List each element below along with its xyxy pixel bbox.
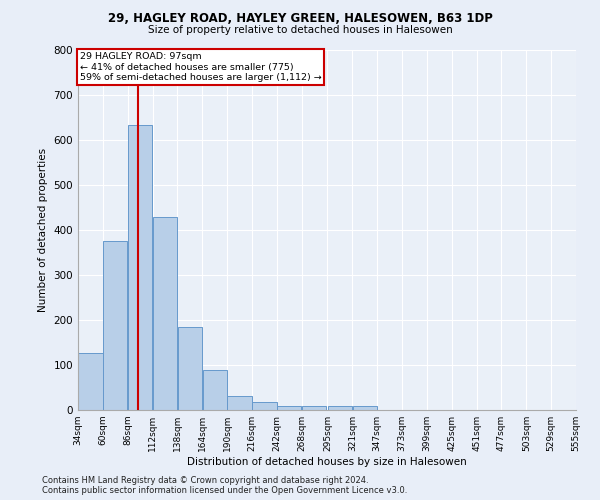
Bar — [277, 406, 301, 410]
Bar — [302, 406, 326, 410]
Bar — [153, 218, 177, 410]
Y-axis label: Number of detached properties: Number of detached properties — [38, 148, 48, 312]
Text: Contains HM Land Registry data © Crown copyright and database right 2024.: Contains HM Land Registry data © Crown c… — [42, 476, 368, 485]
Bar — [103, 242, 127, 410]
Bar — [178, 327, 202, 410]
Text: 29, HAGLEY ROAD, HAYLEY GREEN, HALESOWEN, B63 1DP: 29, HAGLEY ROAD, HAYLEY GREEN, HALESOWEN… — [107, 12, 493, 26]
Bar — [252, 402, 277, 410]
Bar — [353, 406, 377, 410]
Text: Contains public sector information licensed under the Open Government Licence v3: Contains public sector information licen… — [42, 486, 407, 495]
Bar — [203, 370, 227, 410]
Bar — [128, 125, 152, 410]
Bar — [227, 396, 252, 410]
Text: 29 HAGLEY ROAD: 97sqm
← 41% of detached houses are smaller (775)
59% of semi-det: 29 HAGLEY ROAD: 97sqm ← 41% of detached … — [80, 52, 322, 82]
X-axis label: Distribution of detached houses by size in Halesowen: Distribution of detached houses by size … — [187, 457, 467, 467]
Bar — [78, 353, 103, 410]
Bar — [328, 406, 352, 410]
Text: Size of property relative to detached houses in Halesowen: Size of property relative to detached ho… — [148, 25, 452, 35]
